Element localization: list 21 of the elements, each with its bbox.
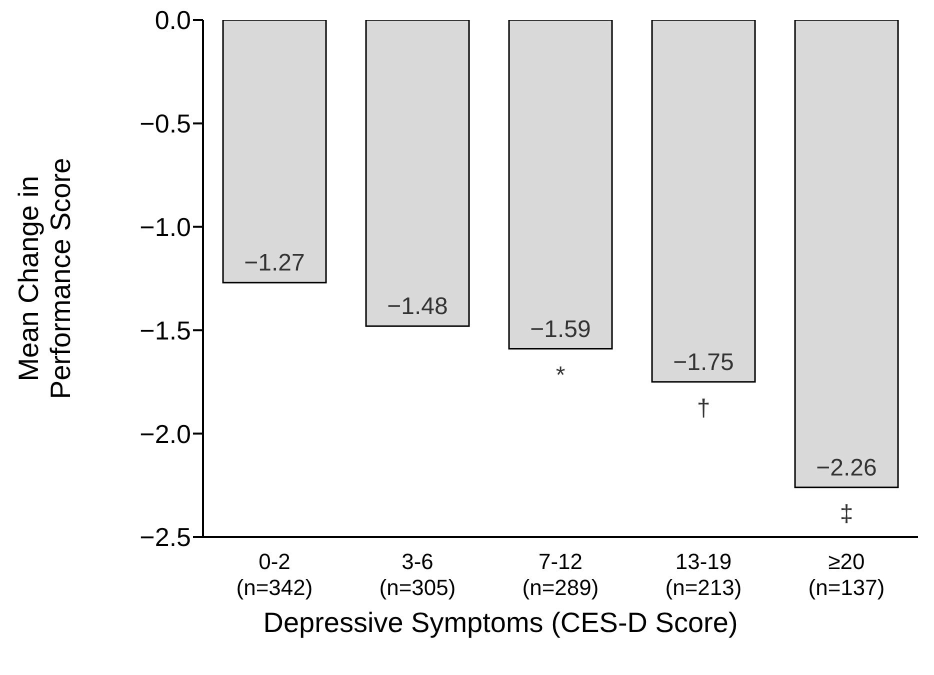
y-tick-label: −0.5 xyxy=(140,108,191,139)
y-tick-label: −1.0 xyxy=(140,212,191,242)
y-tick-label: −2.0 xyxy=(140,418,191,449)
annotation: ‡ xyxy=(840,500,854,528)
annotation: * xyxy=(556,362,566,389)
y-axis-title: Mean Change in Performance Score xyxy=(13,158,76,400)
data-label: −1.75 xyxy=(673,348,734,376)
annotation: † xyxy=(696,394,710,422)
y-tick-label: −2.5 xyxy=(140,522,191,552)
x-tick-label: 13-19 (n=213) xyxy=(665,549,742,600)
x-tick-label: 3-6 (n=305) xyxy=(379,549,456,600)
y-tick-label: 0.0 xyxy=(154,5,191,36)
x-tick-label: ≥20 (n=137) xyxy=(808,549,885,600)
data-label: −1.59 xyxy=(530,316,591,343)
data-label: −2.26 xyxy=(816,454,877,482)
data-label: −1.27 xyxy=(244,250,305,277)
x-tick-label: 0-2 (n=342) xyxy=(236,549,313,600)
x-axis-title: Depressive Symptoms (CES-D Score) xyxy=(263,607,738,638)
x-tick-label: 7-12 (n=289) xyxy=(522,549,599,600)
data-label: −1.48 xyxy=(387,293,448,320)
y-tick-label: −1.5 xyxy=(140,315,191,346)
